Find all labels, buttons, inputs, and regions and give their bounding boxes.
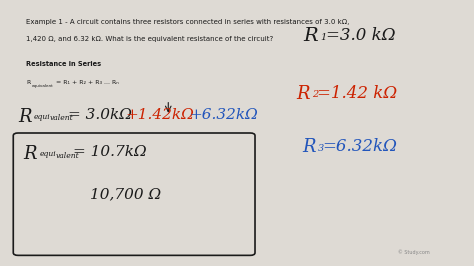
Text: R: R <box>296 85 310 103</box>
Text: equi: equi <box>34 113 51 121</box>
Text: equi: equi <box>40 150 56 158</box>
FancyBboxPatch shape <box>13 133 255 255</box>
Text: +6.32kΩ: +6.32kΩ <box>190 108 258 122</box>
Text: 10,700 Ω: 10,700 Ω <box>90 188 161 202</box>
Text: 1: 1 <box>320 33 326 42</box>
Text: =3.0 kΩ: =3.0 kΩ <box>326 27 396 44</box>
Text: Resistance in Series: Resistance in Series <box>26 61 101 67</box>
Text: 1,420 Ω, and 6.32 kΩ. What is the equivalent resistance of the circuit?: 1,420 Ω, and 6.32 kΩ. What is the equiva… <box>26 36 273 42</box>
Text: valent: valent <box>50 114 73 122</box>
Text: Example 1 - A circuit contains three resistors connected in series with resistan: Example 1 - A circuit contains three res… <box>26 19 349 25</box>
Text: R: R <box>26 80 30 85</box>
Text: 2: 2 <box>312 90 318 99</box>
Text: =1.42 kΩ: =1.42 kΩ <box>317 85 397 102</box>
Text: =6.32kΩ: =6.32kΩ <box>322 138 397 155</box>
Text: 3: 3 <box>318 144 324 153</box>
Text: = 10.7kΩ: = 10.7kΩ <box>73 145 147 159</box>
Text: valent: valent <box>55 152 79 160</box>
Text: © Study.com: © Study.com <box>398 250 430 255</box>
Text: R: R <box>303 27 318 45</box>
Text: +1.42kΩ: +1.42kΩ <box>126 108 194 122</box>
Text: R: R <box>18 108 31 126</box>
Text: R: R <box>24 145 37 163</box>
Text: = R₁ + R₂ + R₃ ... Rₙ: = R₁ + R₂ + R₃ ... Rₙ <box>56 80 119 85</box>
Text: equivalent: equivalent <box>32 84 54 88</box>
Text: R: R <box>302 138 315 156</box>
Text: = 3.0kΩ: = 3.0kΩ <box>68 108 132 122</box>
